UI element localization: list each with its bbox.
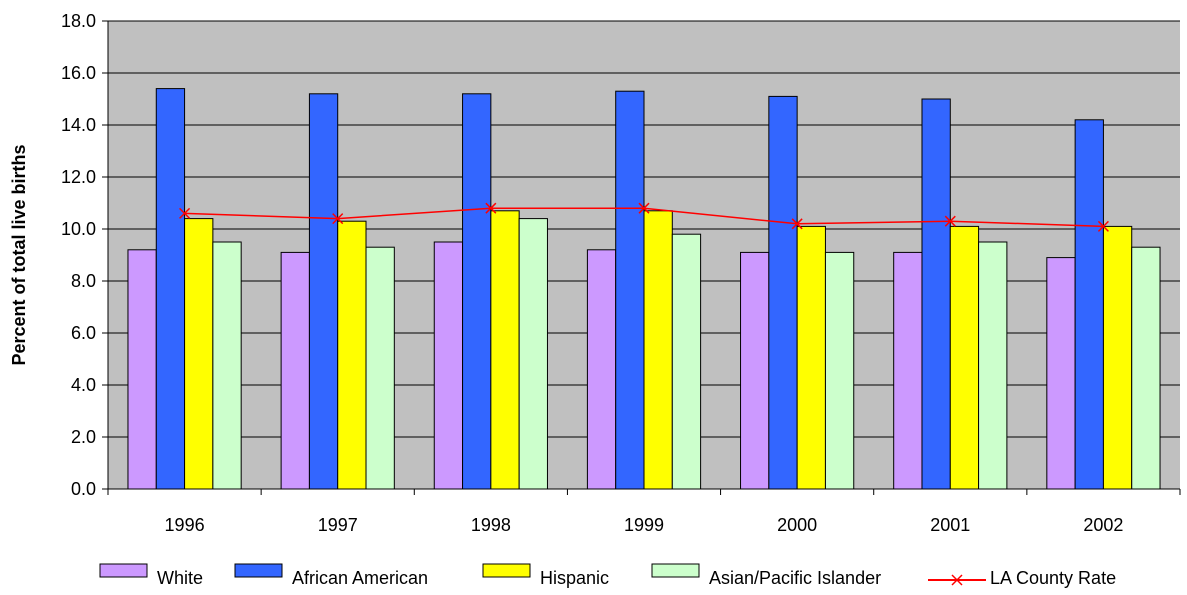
bar-white (127, 249, 157, 490)
bar-asian-pacific-islander (365, 246, 395, 490)
line-marker (1097, 220, 1109, 232)
y-tick-label: 16.0 (61, 63, 96, 83)
x-tick-label: 2000 (777, 515, 817, 535)
legend-label: Asian/Pacific Islander (709, 568, 881, 588)
x-tick-label: 1997 (318, 515, 358, 535)
bar-asian-pacific-islander (671, 233, 702, 490)
y-tick-label: 10.0 (61, 219, 96, 239)
bar-hispanic (643, 210, 673, 490)
y-tick-label: 12.0 (61, 167, 96, 187)
line-marker (179, 207, 191, 219)
bar-asian-pacific-islander (518, 218, 548, 490)
bar-hispanic (796, 225, 826, 490)
y-tick-label: 14.0 (61, 115, 96, 135)
bar-asian-pacific-islander (1131, 246, 1161, 490)
legend-swatch (651, 563, 700, 578)
bar-african-american (462, 93, 492, 490)
x-tick-label: 1999 (624, 515, 664, 535)
bar-white (740, 251, 770, 490)
bar-asian-pacific-islander (824, 251, 855, 490)
y-tick-label: 8.0 (71, 271, 96, 291)
bar-hispanic (1102, 225, 1133, 490)
bar-white (433, 241, 464, 490)
bar-hispanic (337, 220, 367, 490)
x-tick-label: 2001 (930, 515, 970, 535)
line-marker (791, 218, 803, 230)
bar-white (1046, 257, 1076, 490)
x-tick-label: 1996 (165, 515, 205, 535)
y-tick-label: 18.0 (61, 11, 96, 31)
y-tick-label: 4.0 (71, 375, 96, 395)
legend-label: White (157, 568, 203, 588)
line-marker (944, 215, 956, 227)
bar-african-american (615, 90, 645, 490)
bar-white (893, 251, 923, 490)
line-marker (638, 202, 650, 214)
x-tick-label: 1998 (471, 515, 511, 535)
bar-asian-pacific-islander (978, 241, 1008, 490)
legend-label: African American (292, 568, 428, 588)
bar-african-american (308, 93, 339, 490)
legend-label: LA County Rate (990, 568, 1116, 588)
bar-hispanic (490, 210, 520, 490)
bar-african-american (768, 95, 798, 490)
bar-african-american (1074, 119, 1104, 490)
y-axis-title: Percent of total live births (9, 144, 29, 365)
bar-african-american (155, 88, 186, 490)
legend-swatch (99, 563, 148, 578)
line-marker (485, 202, 497, 214)
y-tick-label: 0.0 (71, 479, 96, 499)
legend-marker (951, 574, 963, 586)
legend-swatch (234, 563, 283, 578)
y-tick-label: 6.0 (71, 323, 96, 343)
bar-asian-pacific-islander (212, 241, 242, 490)
bar-hispanic (949, 225, 980, 490)
bar-white (280, 251, 310, 490)
bar-hispanic (184, 218, 214, 490)
line-marker (332, 213, 344, 225)
legend-label: Hispanic (540, 568, 609, 588)
bar-white (586, 249, 617, 490)
bar-african-american (921, 98, 951, 490)
x-tick-label: 2002 (1083, 515, 1123, 535)
legend-swatch (482, 563, 531, 578)
y-tick-label: 2.0 (71, 427, 96, 447)
